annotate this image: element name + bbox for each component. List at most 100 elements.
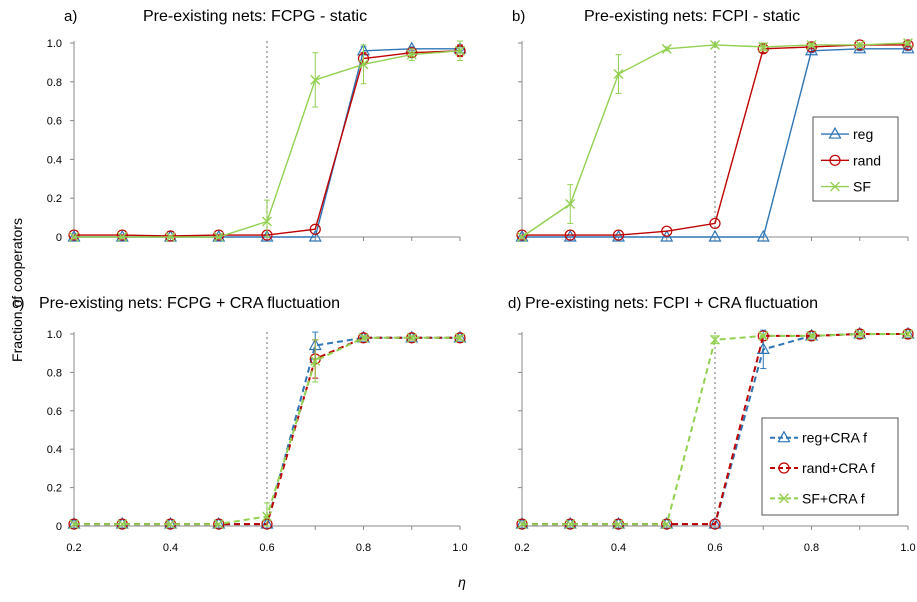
data-point	[213, 518, 225, 530]
data-point	[661, 518, 673, 530]
data-point	[612, 229, 625, 241]
series-sf-cra-f	[517, 329, 913, 530]
data-point	[805, 330, 818, 342]
data-point	[68, 229, 80, 241]
panel-2: b) Pre-existing nets: FCPI - static reg ran…	[512, 8, 915, 242]
data-point	[563, 516, 577, 529]
y-tick-label: 0.6	[47, 406, 62, 418]
y-tick-label: 0.2	[47, 193, 62, 205]
y-axis-title: Fraction of cooperators	[9, 218, 25, 362]
series-line	[522, 48, 908, 238]
data-point	[661, 519, 672, 530]
panel-title: Pre-existing nets: FCPG - static	[143, 8, 367, 25]
data-point	[69, 519, 79, 530]
data-point	[308, 229, 322, 242]
series-line	[74, 336, 460, 526]
data-point	[854, 39, 865, 50]
data-point	[517, 232, 527, 242]
data-point	[758, 41, 769, 52]
data-point	[613, 519, 624, 530]
data-point	[165, 232, 176, 242]
data-point	[756, 229, 770, 242]
data-point	[260, 516, 274, 529]
y-tick-label: 1.0	[47, 38, 62, 50]
data-point	[67, 229, 81, 242]
data-point	[517, 519, 527, 530]
data-point	[710, 39, 720, 50]
panel-letter: b)	[512, 8, 525, 25]
legend-label: rand	[853, 152, 881, 168]
y-tick-label: 0.4	[47, 444, 62, 456]
legend-label: SF+CRA f	[802, 490, 865, 506]
data-point	[563, 229, 577, 242]
y-tick-label: 0	[56, 232, 62, 244]
data-point	[515, 229, 529, 242]
y-tick-label: 0	[56, 521, 62, 533]
data-point	[262, 216, 272, 227]
data-point	[117, 232, 128, 242]
x-tick-label: 0.2	[66, 542, 81, 554]
data-point	[660, 516, 674, 529]
data-point	[903, 329, 913, 339]
y-tick-label: 0.6	[47, 116, 62, 128]
legend-label: SF	[853, 179, 871, 195]
y-tick-label: 0.8	[47, 77, 62, 89]
data-point	[805, 41, 818, 53]
data-point	[358, 332, 369, 343]
legend-marker	[778, 462, 790, 474]
x-tick-label: 0.6	[259, 542, 274, 554]
panel-1: a) Pre-existing nets: FCPG - static 0 0.2 0.…	[47, 8, 467, 244]
series-sf	[69, 40, 465, 242]
panel-title: Pre-existing nets: FCPI - static	[584, 8, 800, 25]
data-point	[564, 229, 576, 241]
data-point	[309, 223, 321, 235]
x-tick-label: 1.0	[452, 542, 467, 554]
data-point	[613, 69, 624, 80]
legend-marker	[779, 493, 789, 504]
data-point	[67, 516, 81, 529]
data-point	[709, 518, 721, 530]
data-point	[902, 39, 914, 51]
data-point	[806, 39, 817, 50]
y-tick-label: 0.4	[47, 154, 62, 166]
panel-3: c) Pre-existing nets: FCPG + CRA fluctuat…	[12, 295, 468, 554]
x-tick-label: 0.8	[804, 542, 819, 554]
data-point	[260, 229, 274, 242]
data-point	[565, 199, 576, 210]
data-point	[455, 332, 465, 343]
x-tick-label: 0.6	[707, 542, 722, 554]
data-point	[516, 229, 528, 241]
legend-marker	[828, 126, 842, 139]
x-tick-label: 1.0	[900, 542, 915, 554]
panel-4: d) Pre-existing nets: FCPI + CRA fluctuat…	[508, 295, 916, 554]
legend-label: reg+CRA f	[802, 430, 867, 446]
data-point	[69, 232, 79, 242]
series-line	[74, 336, 460, 526]
x-tick-label: 0.4	[611, 542, 626, 554]
data-point	[515, 516, 529, 529]
data-point	[709, 217, 721, 230]
data-point	[116, 229, 128, 241]
series-line	[74, 336, 460, 526]
series-sf	[517, 38, 913, 242]
x-tick-label: 0.4	[163, 542, 178, 554]
data-point	[710, 334, 720, 345]
x-tick-label: 0.8	[356, 542, 371, 554]
y-tick-label: 1.0	[47, 329, 62, 341]
data-point	[854, 329, 865, 339]
data-point	[708, 516, 722, 529]
panel-letter: c)	[12, 295, 25, 312]
legend-marker	[830, 181, 840, 192]
x-tick-label: 0.2	[514, 542, 529, 554]
data-point	[455, 45, 465, 56]
data-point	[406, 332, 417, 343]
data-point	[661, 225, 673, 237]
panel-title: Pre-existing nets: FCPI + CRA fluctuatio…	[525, 295, 818, 312]
data-point	[115, 516, 129, 529]
data-point	[806, 330, 817, 341]
data-point	[611, 229, 626, 242]
data-point	[262, 511, 272, 522]
data-point	[115, 229, 129, 242]
